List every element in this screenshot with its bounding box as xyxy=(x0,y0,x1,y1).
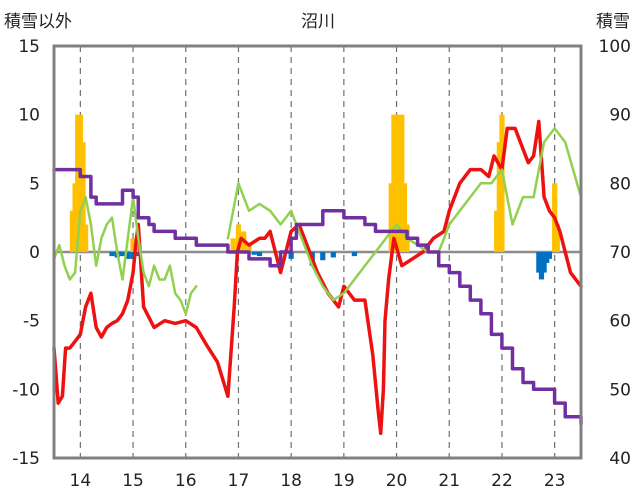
chart-title: 沼川 xyxy=(301,12,335,32)
bar-orange-12 xyxy=(388,183,394,252)
x-tick-label: 17 xyxy=(228,471,250,491)
bar-blue-8 xyxy=(288,252,294,259)
bar-blue-13 xyxy=(536,252,542,273)
bar-orange-8 xyxy=(230,238,236,252)
bar-blue-10 xyxy=(320,252,326,261)
bar-orange-16 xyxy=(399,114,405,253)
bar-orange-20 xyxy=(496,142,502,252)
bar-orange-13 xyxy=(391,114,397,253)
y-right-tick-label: 100 xyxy=(599,37,631,57)
y-left-tick-label: 15 xyxy=(18,37,40,57)
y-left-tick-label: 10 xyxy=(18,106,40,126)
bar-orange-0 xyxy=(69,210,76,252)
x-tick-label: 23 xyxy=(544,471,566,491)
y-right-tick-labels: 100 90 80 70 60 50 40 xyxy=(599,37,631,469)
series-line-red xyxy=(52,119,583,436)
x-tick-label: 19 xyxy=(333,471,355,491)
bar-orange-23 xyxy=(554,224,560,252)
bar-orange-3 xyxy=(77,114,83,253)
y-left-axis-label: 積雪以外 xyxy=(4,12,72,32)
y-left-tick-label: 0 xyxy=(29,243,40,263)
bar-orange-14 xyxy=(393,114,400,253)
bar-blue-14 xyxy=(538,252,545,280)
x-tick-label: 16 xyxy=(175,471,197,491)
lines-layer xyxy=(52,119,583,436)
bar-blue-3 xyxy=(125,252,131,259)
bar-orange-6 xyxy=(130,238,136,252)
y-left-tick-labels: 15 10 5 0 -5 -10 -15 xyxy=(12,37,40,469)
bar-blue-5 xyxy=(135,252,141,257)
bar-blue-16 xyxy=(544,252,550,263)
bar-blue-2 xyxy=(119,252,126,257)
bars-layer xyxy=(69,114,560,280)
bar-orange-15 xyxy=(396,114,402,253)
x-tick-label: 14 xyxy=(70,471,92,491)
bar-orange-4 xyxy=(80,142,86,252)
bar-orange-19 xyxy=(494,210,500,252)
x-tick-label: 18 xyxy=(280,471,302,491)
bar-orange-9 xyxy=(235,224,242,252)
x-tick-label: 22 xyxy=(491,471,513,491)
bar-blue-15 xyxy=(541,252,547,273)
plot-frame xyxy=(52,44,583,460)
y-left-tick-label: -10 xyxy=(12,380,40,400)
y-right-axis-label: 積雪 xyxy=(596,12,630,32)
y-left-tick-label: 5 xyxy=(29,174,40,194)
y-right-tick-label: 50 xyxy=(609,380,631,400)
y-left-tick-label: -15 xyxy=(12,449,40,469)
x-tick-labels: 14 15 16 17 18 19 20 21 22 23 xyxy=(70,471,566,491)
y-right-tick-label: 60 xyxy=(609,312,631,332)
x-tick-label: 21 xyxy=(438,471,460,491)
bar-orange-11 xyxy=(246,245,252,252)
bar-blue-17 xyxy=(546,252,552,259)
y-right-tick-label: 80 xyxy=(609,174,631,194)
series-line-purple xyxy=(52,167,583,426)
y-right-tick-label: 40 xyxy=(609,449,631,469)
series-line-green xyxy=(52,195,198,316)
y-left-tick-label: -5 xyxy=(23,312,40,332)
x-tick-label: 20 xyxy=(386,471,408,491)
x-tick-label: 15 xyxy=(122,471,144,491)
y-right-tick-label: 90 xyxy=(609,106,631,126)
bar-orange-21 xyxy=(499,114,505,253)
y-right-tick-label: 70 xyxy=(609,243,631,263)
bar-orange-1 xyxy=(72,183,78,252)
bar-blue-7 xyxy=(256,252,263,257)
bar-blue-12 xyxy=(351,252,357,257)
bar-orange-5 xyxy=(83,224,89,252)
bar-blue-6 xyxy=(251,252,257,255)
bar-blue-0 xyxy=(109,252,115,257)
bar-blue-11 xyxy=(330,252,336,258)
bar-orange-17 xyxy=(401,183,408,252)
bar-orange-2 xyxy=(75,114,81,253)
